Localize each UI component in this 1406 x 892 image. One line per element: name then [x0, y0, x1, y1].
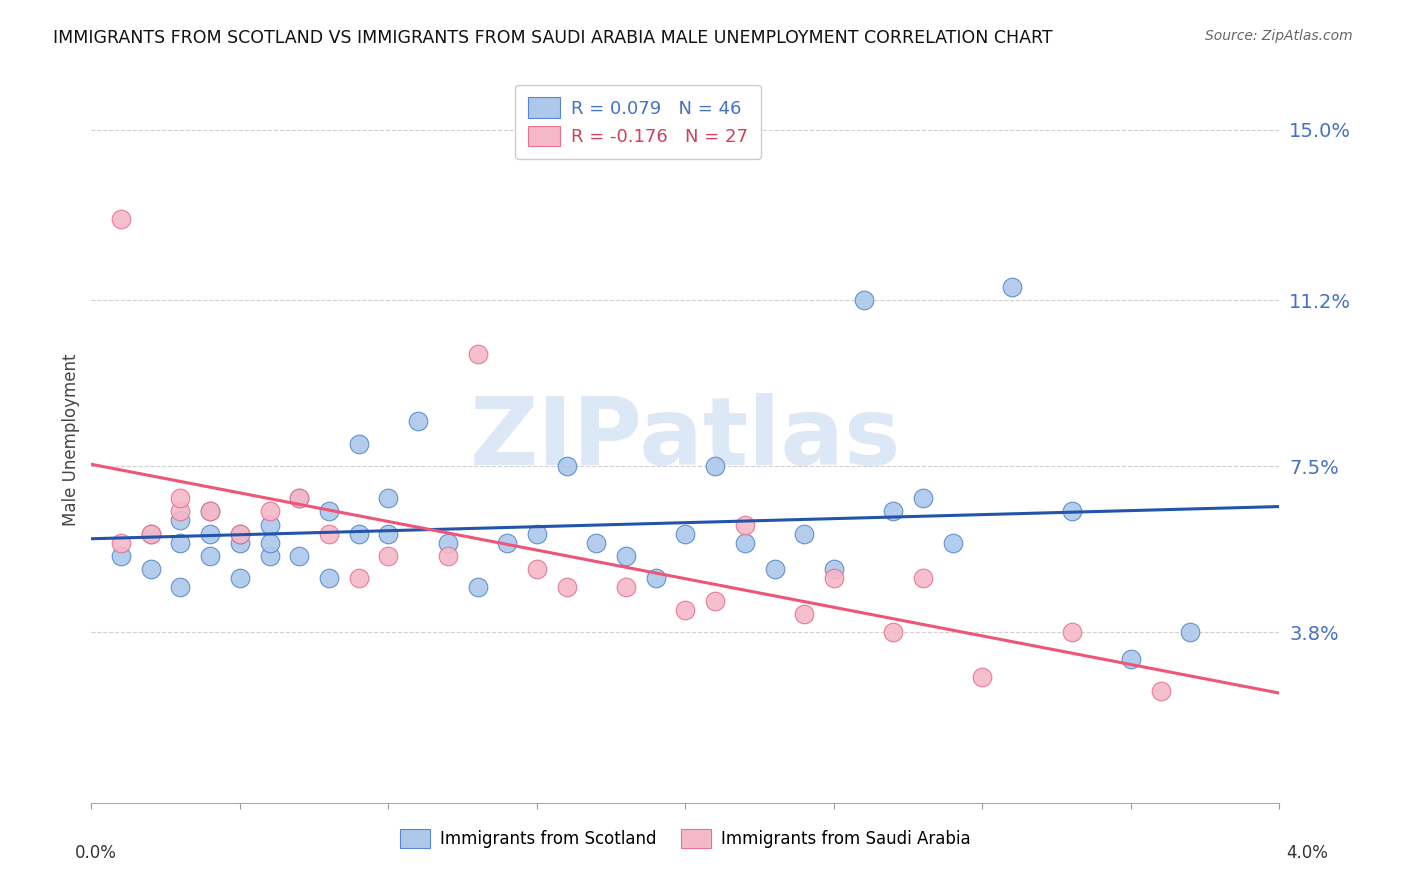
Point: [734, 535, 756, 549]
Point: [614, 549, 637, 563]
Point: [169, 513, 191, 527]
Point: [704, 594, 727, 608]
Point: [318, 571, 340, 585]
Point: [200, 504, 222, 518]
Point: [229, 535, 252, 549]
Point: [139, 562, 162, 576]
Point: [377, 549, 399, 563]
Legend: Immigrants from Scotland, Immigrants from Saudi Arabia: Immigrants from Scotland, Immigrants fro…: [391, 821, 980, 856]
Point: [882, 625, 904, 640]
Point: [704, 459, 727, 474]
Point: [288, 549, 311, 563]
Text: 4.0%: 4.0%: [1286, 844, 1329, 862]
Point: [1001, 279, 1024, 293]
Text: Source: ZipAtlas.com: Source: ZipAtlas.com: [1205, 29, 1353, 43]
Point: [169, 581, 191, 595]
Point: [1180, 625, 1202, 640]
Point: [852, 293, 875, 308]
Point: [347, 437, 370, 451]
Point: [1060, 625, 1083, 640]
Point: [288, 491, 311, 505]
Point: [259, 504, 281, 518]
Point: [467, 581, 489, 595]
Point: [110, 549, 132, 563]
Point: [942, 535, 965, 549]
Point: [673, 526, 696, 541]
Point: [139, 526, 162, 541]
Point: [793, 526, 815, 541]
Point: [318, 526, 340, 541]
Point: [229, 526, 252, 541]
Point: [585, 535, 607, 549]
Point: [496, 535, 519, 549]
Point: [318, 504, 340, 518]
Point: [436, 535, 458, 549]
Point: [406, 414, 429, 428]
Point: [673, 603, 696, 617]
Point: [823, 571, 845, 585]
Point: [200, 526, 222, 541]
Point: [911, 491, 934, 505]
Point: [377, 491, 399, 505]
Point: [793, 607, 815, 622]
Point: [644, 571, 666, 585]
Point: [1119, 652, 1142, 666]
Point: [555, 459, 578, 474]
Point: [288, 491, 311, 505]
Point: [882, 504, 904, 518]
Point: [169, 504, 191, 518]
Point: [972, 670, 994, 684]
Point: [734, 517, 756, 532]
Point: [823, 562, 845, 576]
Text: 0.0%: 0.0%: [75, 844, 117, 862]
Y-axis label: Male Unemployment: Male Unemployment: [62, 353, 80, 525]
Point: [259, 535, 281, 549]
Point: [169, 535, 191, 549]
Point: [229, 526, 252, 541]
Text: IMMIGRANTS FROM SCOTLAND VS IMMIGRANTS FROM SAUDI ARABIA MALE UNEMPLOYMENT CORRE: IMMIGRANTS FROM SCOTLAND VS IMMIGRANTS F…: [53, 29, 1053, 46]
Point: [614, 581, 637, 595]
Point: [1060, 504, 1083, 518]
Point: [347, 526, 370, 541]
Point: [259, 517, 281, 532]
Point: [467, 347, 489, 361]
Point: [436, 549, 458, 563]
Point: [1149, 683, 1171, 698]
Point: [259, 549, 281, 563]
Point: [526, 562, 548, 576]
Point: [763, 562, 786, 576]
Point: [347, 571, 370, 585]
Point: [139, 526, 162, 541]
Point: [911, 571, 934, 585]
Point: [200, 549, 222, 563]
Point: [229, 571, 252, 585]
Text: ZIPatlas: ZIPatlas: [470, 393, 901, 485]
Point: [200, 504, 222, 518]
Point: [526, 526, 548, 541]
Point: [110, 535, 132, 549]
Point: [110, 212, 132, 227]
Point: [555, 581, 578, 595]
Point: [169, 491, 191, 505]
Point: [377, 526, 399, 541]
